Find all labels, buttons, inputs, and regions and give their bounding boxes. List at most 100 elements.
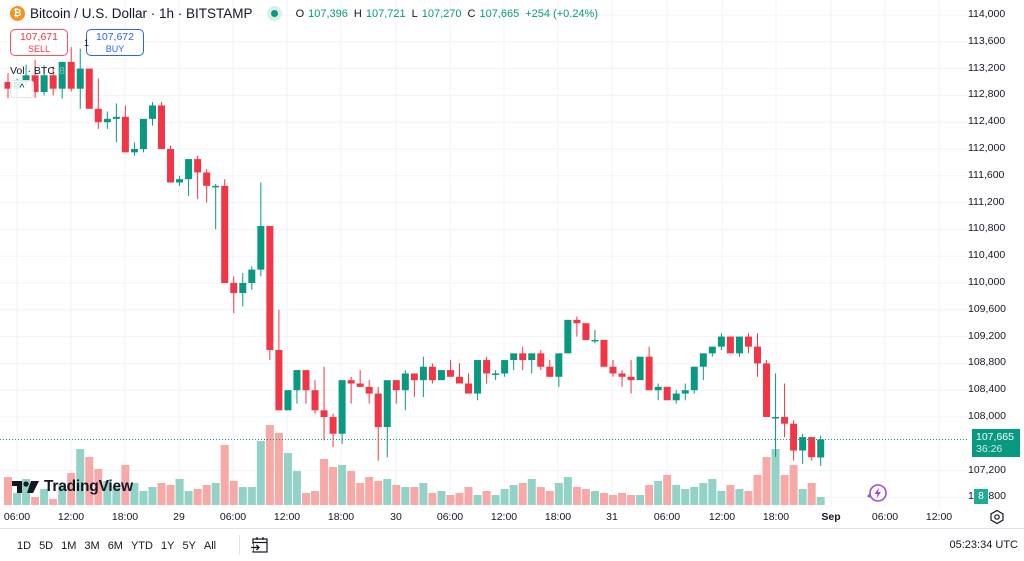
candle-body[interactable] — [474, 360, 482, 394]
market-open-status-icon[interactable] — [266, 6, 282, 21]
candle-body[interactable] — [428, 366, 436, 381]
candle-body[interactable] — [537, 353, 545, 367]
candle-body[interactable] — [383, 380, 391, 428]
candle-body[interactable] — [112, 116, 120, 119]
candle-body[interactable] — [239, 283, 247, 294]
candle-body[interactable] — [627, 376, 635, 381]
tradingview-logo[interactable]: TradingView — [12, 478, 133, 496]
candle-body[interactable] — [763, 363, 771, 417]
candle-body[interactable] — [501, 360, 509, 374]
time-axis[interactable]: 06:00 12:00 18:00 29 06:00 12:00 18:00 30 06:00 1… — [0, 508, 960, 526]
candle-body[interactable] — [257, 226, 265, 270]
candle-body[interactable] — [546, 366, 554, 377]
candle-body[interactable] — [266, 226, 274, 350]
candle-body[interactable] — [139, 118, 147, 149]
candle-body[interactable] — [401, 373, 409, 391]
candle-body[interactable] — [40, 75, 48, 93]
candle-body[interactable] — [528, 353, 536, 361]
candle-body[interactable] — [94, 108, 102, 123]
candle-body[interactable] — [311, 390, 319, 411]
candle-body[interactable] — [555, 353, 563, 377]
candle-body[interactable] — [374, 393, 382, 428]
candle-body[interactable] — [781, 417, 789, 424]
candle-body[interactable] — [293, 370, 301, 391]
candle-body[interactable] — [185, 159, 193, 180]
candle-body[interactable] — [148, 105, 156, 119]
candle-body[interactable] — [772, 417, 780, 419]
candle-body[interactable] — [483, 360, 491, 374]
candle-body[interactable] — [158, 105, 166, 149]
candle-body[interactable] — [212, 185, 220, 188]
candle-body[interactable] — [49, 75, 57, 89]
candle-body[interactable] — [465, 383, 473, 394]
candle-body[interactable] — [808, 437, 816, 458]
candle-body[interactable] — [600, 339, 608, 367]
candle-body[interactable] — [347, 380, 355, 384]
candle-body[interactable] — [519, 353, 527, 361]
candle-body[interactable] — [320, 410, 328, 417]
candle-body[interactable] — [392, 380, 400, 391]
lightning-assistant-icon[interactable] — [864, 483, 888, 503]
range-button-5d[interactable]: 5D — [39, 540, 54, 552]
candle-body[interactable] — [591, 339, 599, 342]
go-to-date-icon[interactable] — [250, 536, 270, 554]
candle-body[interactable] — [717, 336, 725, 347]
candle-body[interactable] — [492, 373, 500, 375]
candle-body[interactable] — [573, 319, 581, 324]
candle-body[interactable] — [275, 350, 283, 411]
range-button-3m[interactable]: 3M — [84, 540, 100, 552]
volume-legend[interactable]: Vol · BTC 8 — [10, 65, 65, 77]
candle-body[interactable] — [456, 376, 463, 384]
chart-settings-icon[interactable] — [989, 509, 1005, 525]
candle-body[interactable] — [654, 386, 662, 391]
candle-body[interactable] — [419, 366, 427, 381]
utc-clock[interactable]: 05:23:34 UTC — [949, 539, 1018, 551]
candle-body[interactable] — [22, 75, 30, 82]
candle-body[interactable] — [672, 393, 680, 401]
candle-body[interactable] — [582, 323, 590, 340]
candle-body[interactable] — [726, 336, 734, 354]
range-button-1m[interactable]: 1M — [61, 540, 77, 552]
candle-body[interactable] — [58, 61, 66, 89]
candle-body[interactable] — [221, 185, 229, 283]
candle-body[interactable] — [203, 172, 211, 186]
candle-body[interactable] — [681, 390, 689, 394]
candle-body[interactable] — [103, 118, 111, 123]
candle-body[interactable] — [437, 370, 445, 381]
candle-body[interactable] — [302, 370, 310, 391]
candle-body[interactable] — [510, 353, 518, 361]
candle-body[interactable] — [609, 366, 617, 374]
candle-body[interactable] — [356, 383, 364, 387]
candle-body[interactable] — [410, 373, 418, 381]
candle-body[interactable] — [645, 356, 653, 391]
collapse-legend-button[interactable]: ^ — [10, 80, 34, 98]
candle-body[interactable] — [790, 423, 798, 451]
candle-body[interactable] — [130, 149, 138, 153]
candle-body[interactable] — [564, 319, 572, 354]
candle-body[interactable] — [753, 346, 761, 364]
candle-body[interactable] — [85, 68, 93, 109]
candle-body[interactable] — [817, 439, 825, 458]
candle-body[interactable] — [167, 149, 175, 183]
sell-button[interactable]: 107,671 SELL — [10, 29, 68, 56]
candle-body[interactable] — [31, 75, 39, 93]
candle-body[interactable] — [446, 370, 454, 377]
candle-body[interactable] — [744, 336, 752, 347]
range-button-1y[interactable]: 1Y — [160, 540, 175, 552]
candle-body[interactable] — [284, 390, 292, 411]
candle-body[interactable] — [735, 336, 743, 354]
range-button-1d[interactable]: 1D — [17, 540, 32, 552]
buy-button[interactable]: 107,672 BUY — [86, 29, 144, 56]
candle-body[interactable] — [799, 437, 807, 451]
range-button-ytd[interactable]: YTD — [130, 540, 153, 552]
range-button-all[interactable]: All — [203, 540, 217, 552]
candle-body[interactable] — [636, 356, 644, 381]
range-button-5y[interactable]: 5Y — [182, 540, 196, 552]
candle-body[interactable] — [365, 386, 373, 394]
candle-body[interactable] — [329, 417, 337, 434]
candle-body[interactable] — [76, 68, 84, 89]
candle-body[interactable] — [4, 82, 12, 89]
candle-body[interactable] — [194, 159, 202, 173]
symbol-title[interactable]: Bitcoin / U.S. Dollar · 1h · BITSTAMP — [30, 6, 253, 21]
